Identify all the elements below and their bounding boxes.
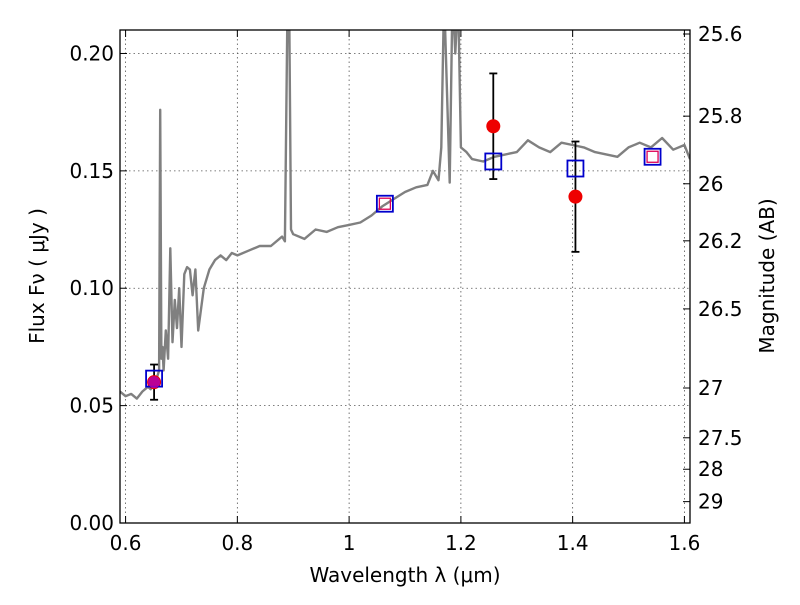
right-tick-label: 26 (698, 172, 723, 196)
plot-frame (119, 29, 691, 524)
x-tick-label: 1 (343, 531, 356, 555)
y-axis-title: Flux Fν ( μJy ) (25, 208, 49, 344)
right-tick-label: 27.5 (698, 426, 743, 450)
y-tick-label: 0.00 (69, 511, 114, 535)
y-tick-label: 0.05 (69, 394, 114, 418)
x-tick-label: 1.6 (669, 531, 701, 555)
right-tick-label: 27 (698, 376, 723, 400)
model-point (566, 159, 585, 178)
right-tick-label: 28 (698, 457, 723, 481)
model-point (643, 147, 662, 166)
model-point (484, 152, 503, 171)
right-tick-label: 26.2 (698, 229, 743, 253)
right-axis-title: Magnitude (AB) (755, 198, 779, 353)
observed-point (148, 376, 161, 389)
x-tick-label: 0.6 (110, 531, 142, 555)
y-tick-label: 0.15 (69, 159, 114, 183)
model-point (375, 194, 394, 213)
series-layer (120, 30, 690, 401)
overlay-point (646, 150, 659, 163)
right-tick-label: 25.8 (698, 104, 743, 128)
observed-point (568, 189, 583, 204)
x-tick-label: 1.4 (557, 531, 589, 555)
right-tick-label: 26.5 (698, 297, 743, 321)
x-tick-label: 0.8 (221, 531, 253, 555)
x-tick-label: 1.2 (445, 531, 477, 555)
right-tick-label: 25.6 (698, 22, 743, 46)
y-tick-label: 0.20 (69, 41, 114, 65)
overlay-point (378, 197, 392, 210)
y-tick-label: 0.10 (69, 276, 114, 300)
axes: 0.6 0.8 1 1.2 1.4 1.6 0.00 0.05 0.10 0.15 0.20 25.6… (69, 22, 742, 555)
right-tick-label: 29 (698, 490, 723, 514)
plot-background (120, 30, 690, 523)
spectrum-line (120, 30, 690, 400)
observed-point (486, 119, 501, 134)
x-axis-title: Wavelength λ (μm) (309, 563, 500, 587)
